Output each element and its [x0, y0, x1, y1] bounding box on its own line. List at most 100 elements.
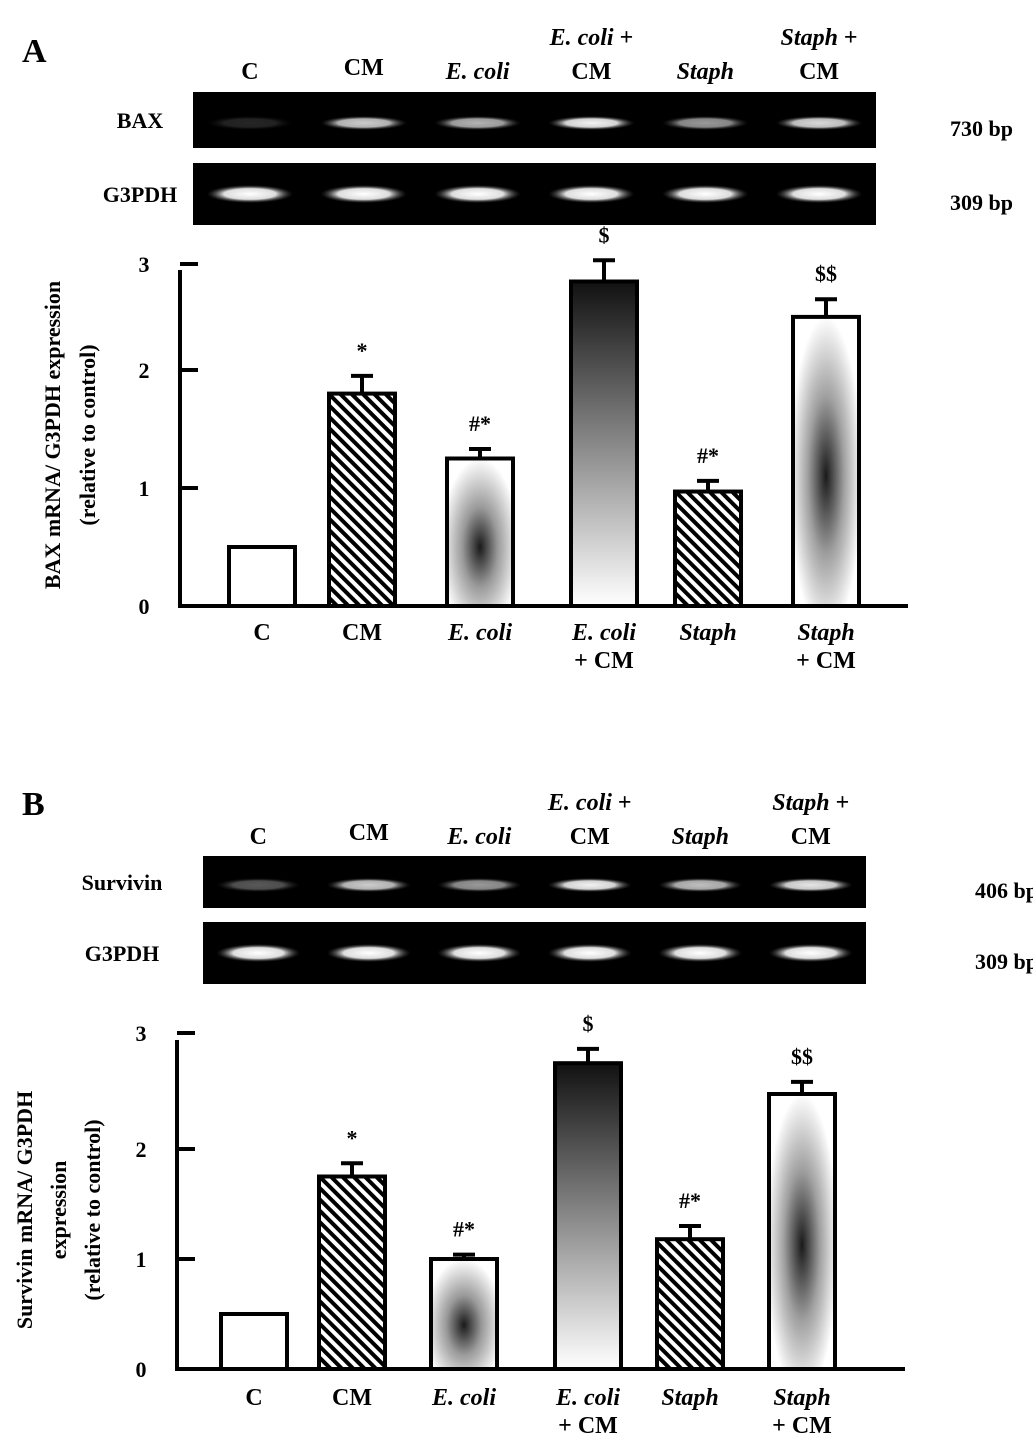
significance-label: $$ [815, 261, 837, 286]
y-tick-label: 3 [136, 1021, 147, 1046]
y-tick-label: 1 [139, 476, 150, 501]
panel-b-letter: B [22, 786, 45, 823]
y-axis-label: Survivin mRNA/ G3PDH [12, 1091, 37, 1329]
gel-row-label: G3PDH [103, 182, 178, 207]
y-axis-label: BAX mRNA/ G3PDH expression [40, 281, 65, 589]
gel-band [775, 116, 863, 130]
gel-row-label: BAX [117, 108, 164, 133]
gel-strip [193, 163, 876, 225]
category-label: C [253, 620, 270, 646]
gel-lane-label: E. coli [446, 824, 511, 850]
y-tick-label: 2 [139, 358, 150, 383]
category-label: E. coli [447, 620, 512, 646]
band-size-label: 406 bp [975, 878, 1033, 903]
band-size-label: 730 bp [950, 116, 1013, 141]
category-label: E. coli [571, 620, 636, 646]
panel-a: C CM E. coli E. coli + CM Staph Staph + CM BAX 73… [40, 25, 1013, 674]
category-label: CM [332, 1385, 372, 1411]
y-tick-label: 1 [136, 1247, 147, 1272]
gel-strip [203, 922, 866, 984]
bar [445, 456, 515, 608]
gel-band [547, 878, 632, 892]
category-label: CM [342, 620, 382, 646]
category-label: Staph [661, 1385, 718, 1411]
gel-lane-label: CM [799, 59, 839, 85]
significance-label: $$ [791, 1044, 813, 1069]
gel-band [658, 944, 743, 962]
bar [317, 1174, 387, 1371]
significance-label: #* [697, 443, 719, 468]
bar [673, 489, 743, 609]
category-label: C [245, 1385, 262, 1411]
y-tick-label: 0 [139, 594, 150, 619]
category-label: Staph [679, 620, 736, 646]
gel-band [437, 878, 522, 892]
y-tick-label: 2 [136, 1137, 147, 1162]
bar [553, 1061, 623, 1371]
gel-lane-label: CM [571, 59, 611, 85]
category-label: + CM [772, 1413, 832, 1439]
gel-band [768, 878, 853, 892]
gel-strip [193, 92, 876, 148]
gel-band [216, 944, 301, 962]
gel-strip [203, 856, 866, 908]
gel-band [320, 116, 408, 130]
band-size-label: 309 bp [950, 190, 1013, 215]
gel-lane-label: C [241, 59, 258, 85]
gel-lane-label: CM [344, 55, 384, 81]
category-label: E. coli [431, 1385, 496, 1411]
gel-band [320, 185, 408, 203]
bar [219, 1312, 289, 1371]
gel-band [548, 116, 635, 130]
bar [767, 1092, 837, 1371]
gel-band [775, 185, 863, 203]
gel-band [434, 116, 521, 130]
gel-lane-label: Staph + [781, 25, 858, 51]
bar [655, 1237, 725, 1371]
category-label: E. coli [555, 1385, 620, 1411]
category-label: + CM [558, 1413, 618, 1439]
y-axis-label: (relative to control) [75, 344, 100, 525]
y-tick-label: 3 [139, 252, 150, 277]
panel-a-letter: A [22, 33, 47, 70]
gel-lane-label: CM [570, 824, 610, 850]
panel-b: C CM E. coli E. coli + CM Staph Staph + CM Survi… [12, 790, 1033, 1439]
gel-band [206, 185, 294, 203]
gel-band [547, 944, 632, 962]
gel-band [768, 944, 853, 962]
significance-label: $ [583, 1011, 594, 1036]
bar [327, 391, 397, 608]
category-label: + CM [574, 648, 634, 674]
gel-band [661, 116, 749, 130]
category-label: Staph [773, 1385, 830, 1411]
significance-label: $ [599, 222, 610, 247]
gel-lane-label: CM [349, 820, 389, 846]
gel-lane-label: Staph [672, 824, 729, 850]
gel-lane-label: E. coli [445, 59, 510, 85]
category-label: Staph [797, 620, 854, 646]
gel-lane-label: CM [791, 824, 831, 850]
category-label: + CM [796, 648, 856, 674]
gel-band [326, 944, 411, 962]
gel-row-label: Survivin [82, 870, 163, 895]
gel-row-label: G3PDH [85, 941, 160, 966]
significance-label: #* [469, 411, 491, 436]
significance-label: * [347, 1125, 358, 1150]
gel-band [206, 116, 294, 130]
y-axis-label: (relative to control) [80, 1119, 105, 1300]
gel-lane-label: E. coli + [547, 790, 632, 816]
bar [429, 1257, 499, 1371]
y-axis-label: expression [46, 1161, 71, 1260]
significance-label: #* [453, 1217, 475, 1242]
gel-lane-label: Staph [677, 59, 734, 85]
band-size-label: 309 bp [975, 949, 1033, 974]
bar [569, 279, 639, 608]
gel-band [216, 878, 301, 892]
gel-band [437, 944, 522, 962]
significance-label: #* [679, 1188, 701, 1213]
gel-lane-label: E. coli + [549, 25, 634, 51]
gel-band [658, 878, 743, 892]
gel-band [661, 185, 749, 203]
bar [791, 314, 861, 608]
